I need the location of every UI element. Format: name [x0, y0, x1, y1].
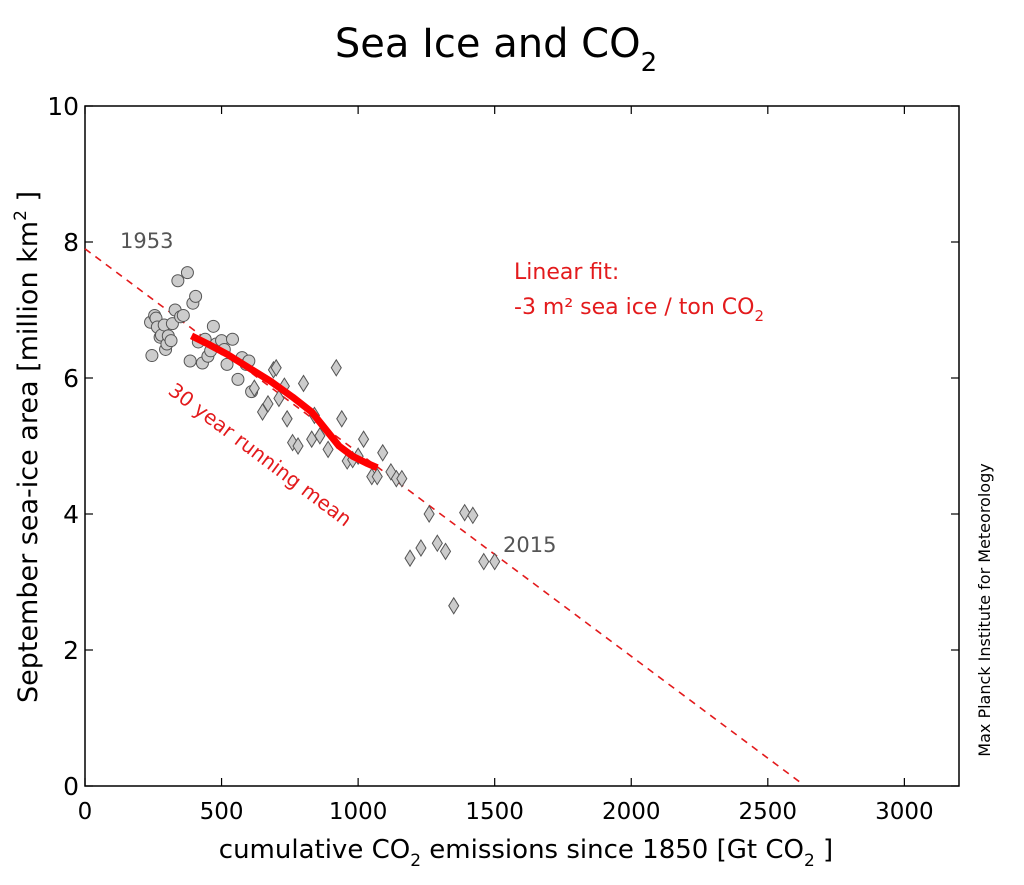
data-point-circle: [180, 266, 194, 280]
start-year-label: 1953: [120, 229, 173, 253]
plot-frame: [84, 105, 960, 787]
data-point-circle: [206, 319, 220, 333]
x-label-sub2: 2: [804, 851, 815, 871]
data-point-diamond: [292, 437, 304, 455]
data-point-diamond: [439, 542, 452, 561]
y-label-post: ]: [13, 191, 44, 210]
fit-label-line2: -3 m² sea ice / ton CO2: [514, 295, 764, 325]
data-point-circle: [164, 334, 178, 348]
x-tick-label: 2500: [739, 799, 798, 825]
fit-label-subscript: 2: [755, 307, 765, 325]
running-mean-line: [189, 332, 379, 471]
x-label-sub: 2: [410, 851, 421, 871]
data-point-diamond: [330, 358, 342, 377]
title-subscript: 2: [641, 48, 658, 78]
data-point-diamond: [467, 506, 479, 525]
data-point-circle: [183, 354, 197, 368]
y-axis-label: September sea-ice area [million km2 ]: [11, 191, 44, 703]
data-point-diamond: [423, 505, 435, 523]
linear-fit-layer: [84, 248, 802, 784]
data-point-diamond: [371, 467, 383, 486]
data-point-diamond: [415, 539, 427, 557]
y-label-sup: 2: [11, 210, 31, 221]
data-point-diamond: [270, 358, 282, 377]
data-point-diamond: [357, 430, 370, 449]
data-point-diamond: [377, 443, 389, 462]
x-tick-label: 500: [200, 799, 244, 825]
x-label-post: ]: [815, 835, 833, 865]
x-tick-label: 2000: [602, 799, 661, 825]
data-point-circle: [145, 349, 159, 363]
y-tick-label: 10: [47, 92, 79, 121]
data-point-diamond: [273, 389, 285, 408]
y-label-pre: September sea-ice area [million km: [13, 221, 44, 703]
data-point-diamond: [448, 596, 460, 615]
x-tick-label: 1000: [329, 799, 388, 825]
data-point-diamond: [262, 394, 274, 413]
x-axis-label: cumulative CO2 emissions since 1850 [Gt …: [219, 835, 833, 871]
fit-label-text: -3 m² sea ice / ton CO: [514, 295, 755, 320]
data-point-diamond: [297, 374, 310, 393]
data-point-circle: [189, 289, 203, 303]
data-point-circle: [225, 332, 239, 346]
axis-ticks: 0 500 1000 1500 2000 2500 3000 0 2 4 6 8 10: [47, 92, 959, 825]
x-label-pre: cumulative CO: [219, 835, 410, 865]
end-year-label: 2015: [503, 533, 556, 557]
y-tick-label: 6: [63, 364, 79, 393]
x-label-mid: emissions since 1850 [Gt CO: [421, 835, 804, 865]
y-tick-label: 8: [63, 228, 79, 257]
data-point-diamond: [404, 549, 416, 568]
data-point-diamond: [459, 503, 471, 522]
running-mean-layer: [189, 332, 379, 471]
data-point-diamond: [431, 534, 443, 553]
data-point-circle: [176, 308, 190, 322]
data-point-diamond: [489, 552, 501, 571]
y-tick-label: 4: [63, 500, 79, 529]
data-point-diamond: [478, 552, 490, 571]
data-points: [144, 266, 501, 615]
chart-title: Sea Ice and CO2: [335, 21, 657, 78]
x-tick-label: 0: [78, 799, 93, 825]
data-point-diamond: [281, 409, 293, 428]
data-point-diamond: [396, 469, 408, 488]
data-point-diamond: [314, 426, 326, 445]
x-tick-label: 1500: [465, 799, 524, 825]
x-tick-label: 3000: [875, 799, 934, 825]
data-point-diamond: [306, 430, 318, 449]
data-point-circle: [231, 372, 245, 386]
linear-fit-line: [84, 248, 802, 784]
data-point-diamond: [322, 440, 334, 459]
data-point-circle: [171, 274, 185, 288]
data-point-diamond: [336, 409, 348, 428]
y-tick-label: 0: [63, 772, 79, 801]
credit-text: Max Planck Institute for Meteorology: [975, 463, 994, 756]
fit-label-line1: Linear fit:: [514, 260, 619, 285]
title-main: Sea Ice and CO: [335, 21, 641, 67]
data-point-circle: [220, 357, 234, 371]
y-tick-label: 2: [63, 636, 79, 665]
data-point-diamond: [248, 379, 260, 398]
